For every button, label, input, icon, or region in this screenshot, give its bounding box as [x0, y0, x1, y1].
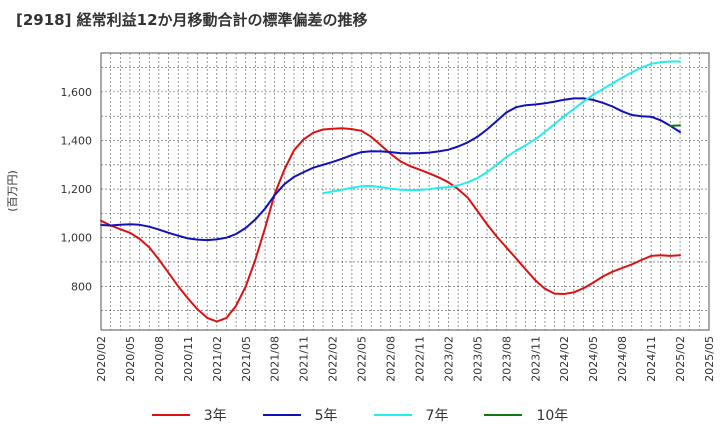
y-tick-label: 1,600 [61, 86, 93, 99]
y-tick-label: 1,200 [61, 183, 93, 196]
series-lines [100, 60, 681, 323]
x-tick-label: 2022/11 [413, 336, 426, 382]
x-axis-ticks: 2020/02 2020/05 2020/08 2020/11 2021/02 2021/… [95, 336, 716, 382]
x-tick-label: 2022/08 [385, 336, 398, 382]
x-tick-label: 2020/08 [153, 336, 166, 382]
grid-lines [101, 53, 709, 330]
legend-swatch [484, 414, 523, 416]
x-tick-label: 2020/11 [182, 336, 195, 382]
x-tick-label: 2024/02 [558, 336, 571, 382]
x-tick-label: 2022/05 [356, 336, 369, 382]
y-tick-label: 800 [71, 280, 92, 293]
x-tick-label: 2020/05 [124, 336, 137, 382]
x-tick-label: 2021/11 [298, 336, 311, 382]
x-tick-label: 2021/08 [269, 336, 282, 382]
y-tick-label: 1,400 [61, 134, 93, 147]
x-tick-label: 2023/08 [500, 336, 513, 382]
series-line-0 [100, 127, 681, 323]
legend-label: 7年 [425, 408, 449, 424]
x-tick-label: 2024/11 [645, 336, 658, 382]
y-tick-label: 1,000 [61, 232, 93, 245]
x-tick-label: 2024/05 [587, 336, 600, 382]
legend-item: 7年 [373, 405, 449, 425]
series-line-2 [322, 60, 681, 195]
y-axis-label: (百万円) [6, 170, 19, 212]
x-tick-label: 2025/02 [674, 336, 687, 382]
legend-swatch [262, 414, 301, 416]
plot-frame [100, 52, 710, 331]
legend-item: 10年 [484, 405, 568, 425]
x-tick-label: 2021/05 [240, 336, 253, 382]
legend-item: 5年 [262, 405, 338, 425]
legend-swatch [373, 414, 412, 416]
x-tick-label: 2021/02 [211, 336, 224, 382]
legend-swatch [151, 414, 190, 416]
legend-label: 3年 [203, 408, 227, 424]
x-tick-label: 2025/05 [703, 336, 716, 382]
x-tick-label: 2023/05 [471, 336, 484, 382]
series-line-1 [100, 97, 681, 242]
x-tick-label: 2020/02 [95, 336, 108, 382]
series-line-3 [669, 124, 681, 127]
x-tick-label: 2024/08 [616, 336, 629, 382]
x-tick-label: 2023/11 [529, 336, 542, 382]
x-tick-label: 2023/02 [442, 336, 455, 382]
y-axis-ticks: 800 1,000 1,200 1,400 1,600 [61, 86, 93, 293]
chart-title: [2918] 経常利益12か月移動合計の標準偏差の推移 [16, 11, 368, 29]
legend-label: 5年 [314, 408, 338, 424]
legend: 3年 5年 7年 10年 [0, 403, 720, 427]
legend-item: 3年 [151, 405, 227, 425]
legend-label: 10年 [536, 408, 569, 424]
x-tick-label: 2022/02 [327, 336, 340, 382]
